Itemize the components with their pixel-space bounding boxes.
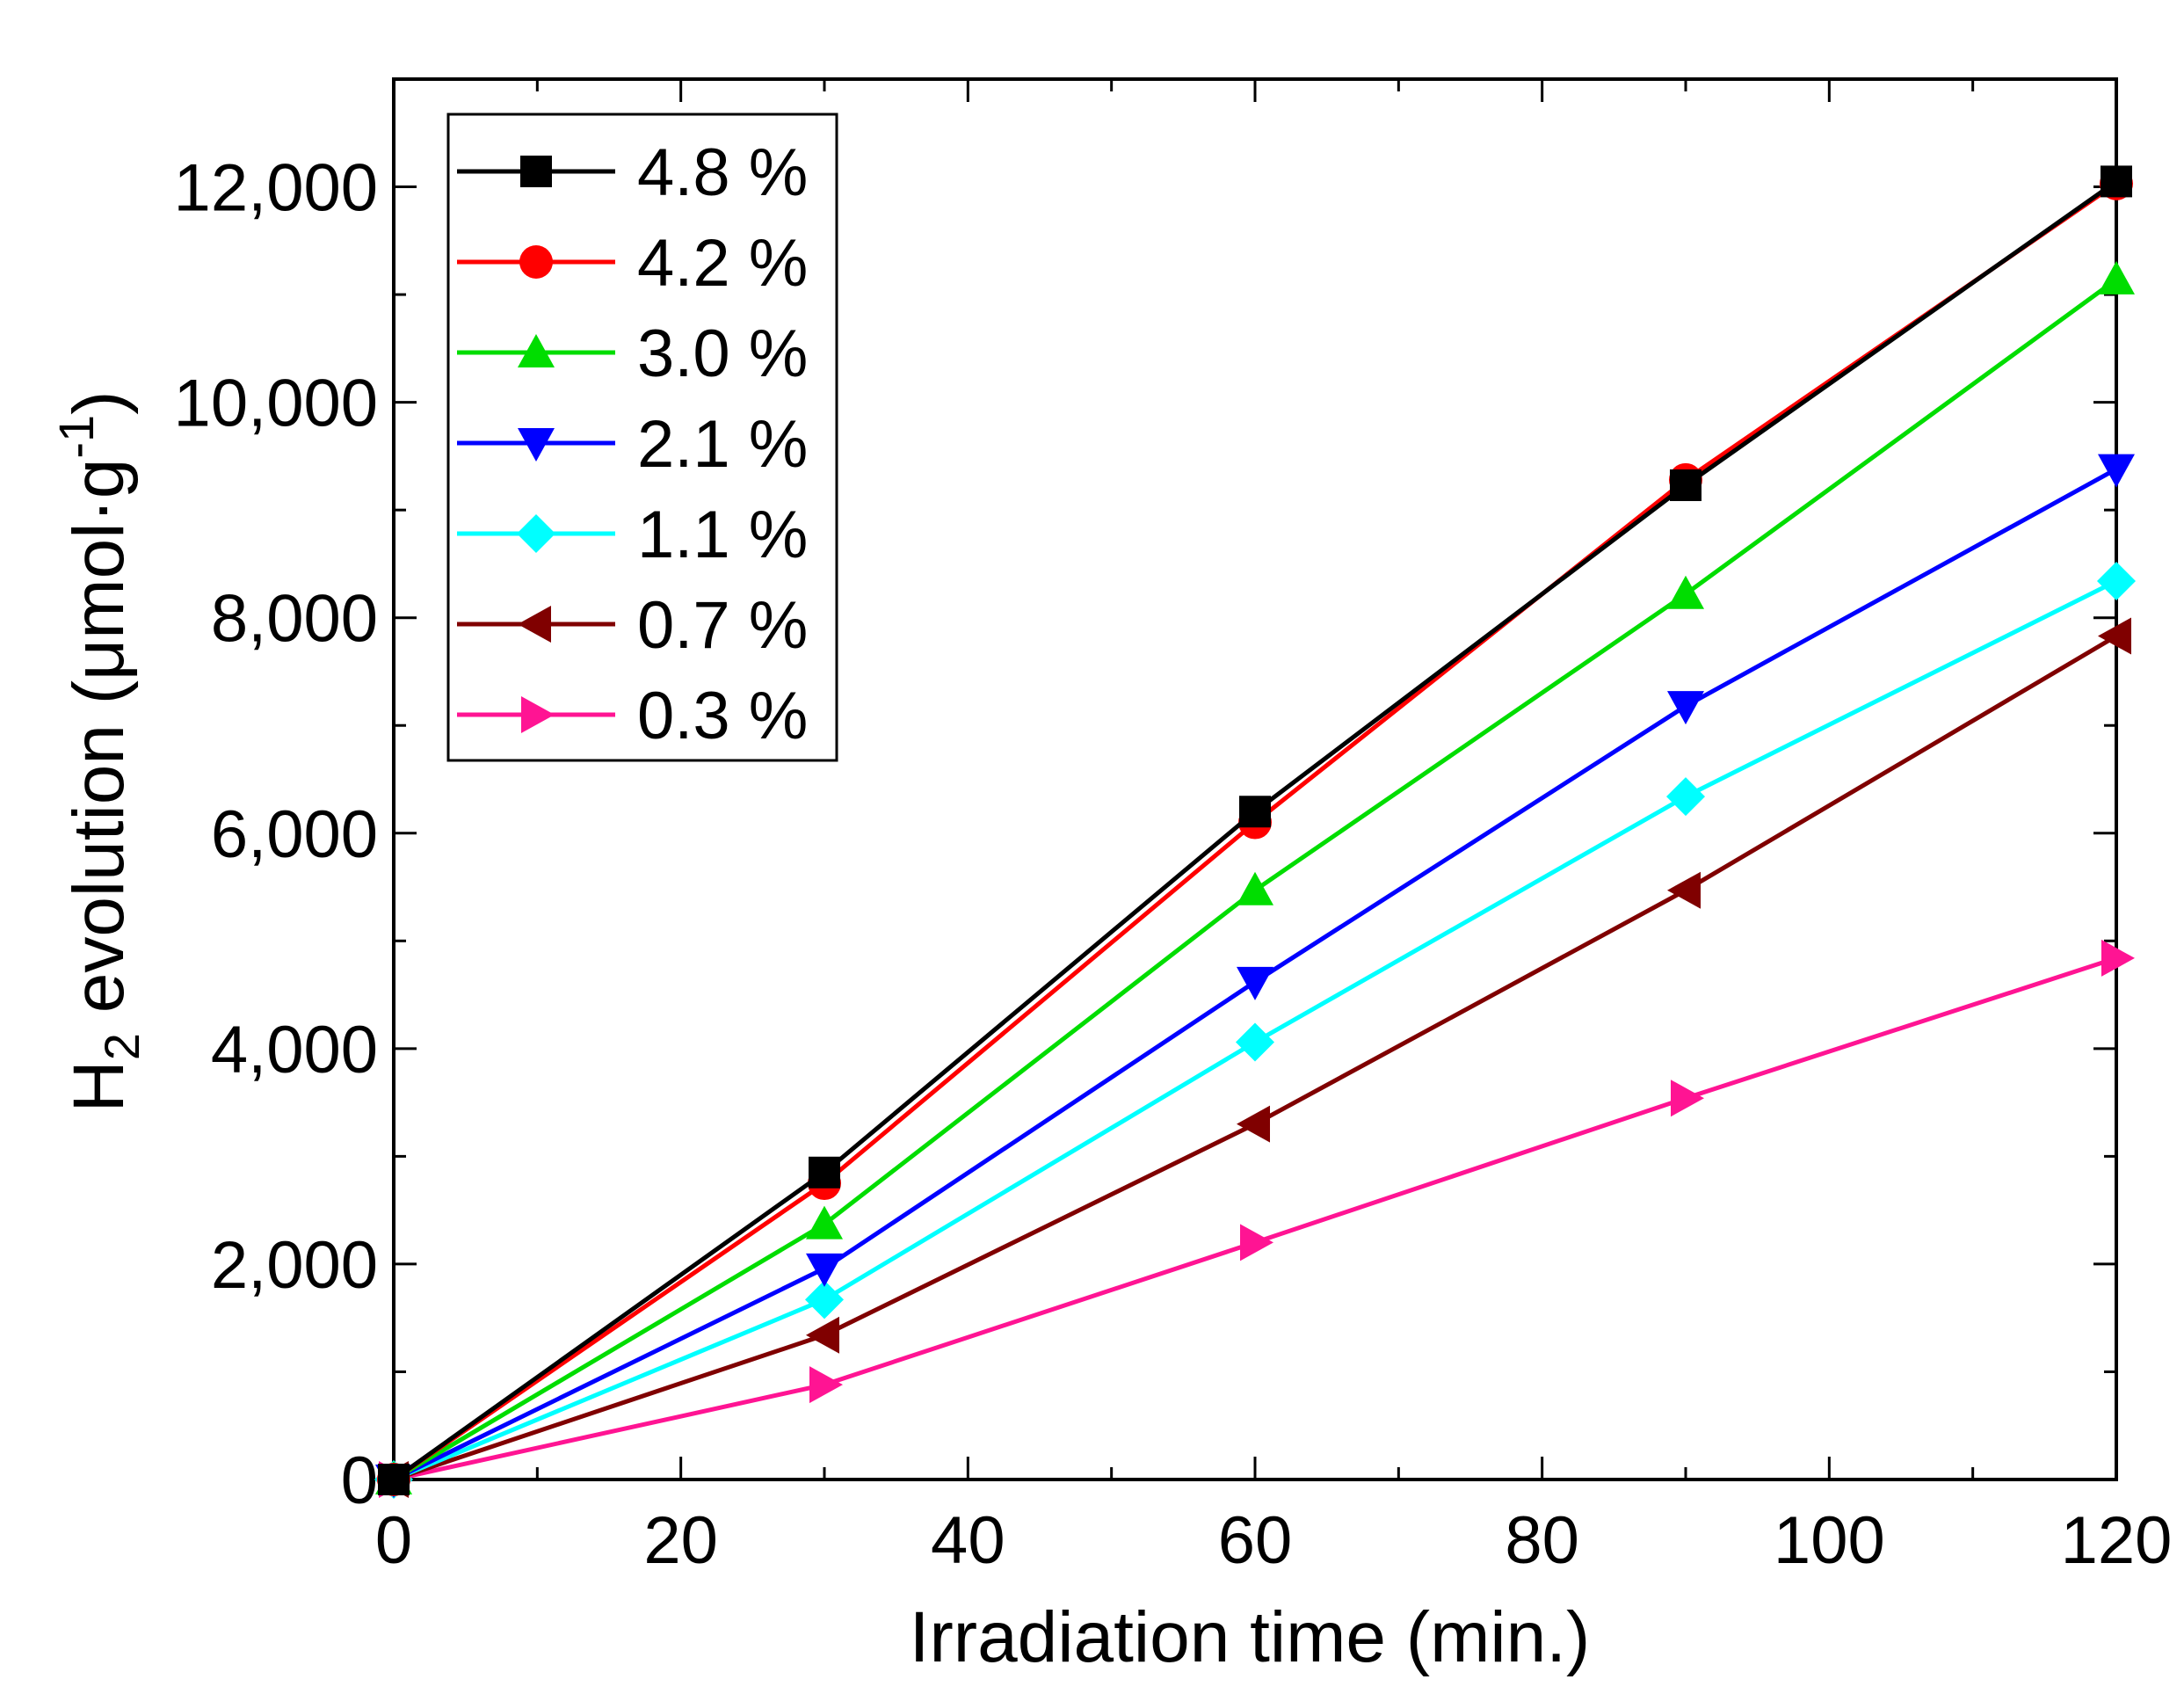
y-tick-label: 6,000	[211, 797, 378, 872]
series-0-3	[379, 939, 2135, 1498]
y-tick-label: 8,000	[211, 582, 378, 657]
data-point	[1667, 575, 1704, 609]
data-point	[1667, 871, 1701, 909]
legend-marker	[518, 606, 551, 643]
legend-entry: 4.8 %	[457, 135, 808, 210]
x-tick-label: 80	[1505, 1503, 1579, 1578]
data-point	[1671, 1080, 1704, 1117]
data-point	[1237, 966, 1273, 1000]
x-tick-label: 120	[2061, 1503, 2173, 1578]
data-point	[1240, 1224, 1273, 1261]
legend-marker	[518, 334, 555, 367]
legend-box	[446, 113, 838, 762]
y-tick-label: 2,000	[211, 1228, 378, 1303]
legend-marker	[517, 514, 555, 553]
legend-entry: 1.1 %	[457, 498, 808, 572]
y-axis-title-superscript: -1	[48, 415, 104, 459]
data-point	[1667, 691, 1704, 725]
y-tick-label: 12,000	[174, 151, 378, 226]
x-tick-label: 20	[643, 1503, 718, 1578]
legend-label: 0.7 %	[637, 588, 808, 663]
series-4-8	[378, 165, 2132, 1495]
data-point	[1237, 1105, 1270, 1143]
data-point	[805, 1280, 844, 1320]
x-tick-label: 40	[931, 1503, 1005, 1578]
data-point	[2098, 454, 2135, 488]
data-point	[2097, 562, 2136, 601]
legend-marker	[521, 696, 555, 733]
legend-entry: 0.3 %	[457, 679, 808, 753]
legend-marker	[518, 428, 555, 462]
y-tick-label: 0	[341, 1443, 378, 1518]
data-point	[2098, 617, 2131, 655]
x-tick-label: 60	[1218, 1503, 1293, 1578]
x-tick-label: 0	[375, 1503, 412, 1578]
legend-label: 4.2 %	[637, 226, 808, 301]
legend-entry: 4.2 %	[457, 226, 808, 301]
data-point	[1236, 1022, 1274, 1062]
legend-label: 2.1 %	[637, 407, 808, 482]
legend-label: 4.8 %	[637, 135, 808, 210]
data-point	[809, 1156, 840, 1189]
legend-marker	[520, 156, 552, 187]
data-point	[809, 1366, 843, 1404]
legend-label: 0.3 %	[637, 679, 808, 753]
legend-entry: 2.1 %	[457, 407, 808, 482]
legend-marker	[519, 245, 553, 279]
data-point	[2101, 165, 2132, 198]
data-point	[2098, 260, 2135, 294]
y-axis-title-subscript: 2	[94, 1033, 149, 1060]
legend-entry: 0.7 %	[457, 588, 808, 663]
legend-label: 1.1 %	[637, 498, 808, 572]
data-point	[806, 1253, 843, 1287]
y-tick-label: 10,000	[174, 367, 378, 441]
x-axis-title: Irradiation time (min.)	[910, 1597, 1591, 1677]
data-point	[2101, 939, 2135, 977]
data-point	[378, 1464, 410, 1495]
data-point	[806, 1205, 843, 1240]
data-point	[1670, 469, 1701, 501]
data-point	[1666, 777, 1705, 817]
y-axis-title: H2 evolution (μmol·g-1)	[48, 391, 149, 1113]
legend-entry: 3.0 %	[457, 316, 808, 391]
legend-label: 3.0 %	[637, 316, 808, 391]
data-point	[1239, 796, 1271, 828]
data-point	[1237, 871, 1273, 905]
x-tick-label: 100	[1774, 1503, 1885, 1578]
y-tick-label: 4,000	[211, 1013, 378, 1087]
data-point	[806, 1316, 839, 1354]
